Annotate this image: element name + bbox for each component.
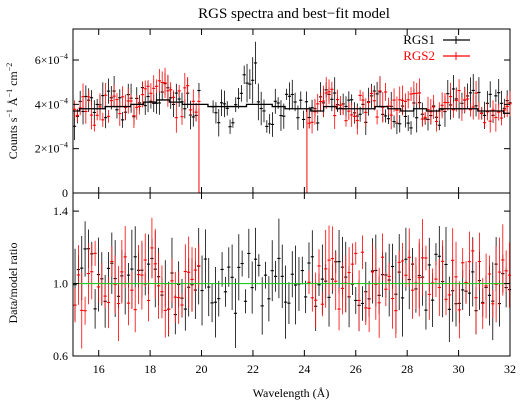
spectrum-panel: 02×10−44×10−46×10−4 Counts s−1 Å−1 cm−2 … [5, 28, 512, 200]
spectrum-plot-area [72, 41, 512, 194]
x-tick-label: 16 [93, 362, 105, 376]
legend-label-rgs2: RGS2 [403, 48, 435, 63]
x-tick-label: 26 [350, 362, 362, 376]
ratio-y-ticks: 0.6 1.0 1.4 [53, 204, 510, 363]
spectrum-y-tick-label: 4×10−4 [35, 96, 68, 111]
spectrum-plot-frame [72, 28, 511, 194]
spectrum-series-rgs2 [72, 67, 512, 135]
spectrum-y-tick-label: 2×10−4 [35, 141, 68, 156]
x-tick-label: 30 [453, 362, 465, 376]
x-tick-label: 28 [401, 362, 413, 376]
ratio-plot-frame [72, 192, 511, 357]
best-fit-model-line [73, 99, 510, 114]
x-tick-label: 32 [504, 362, 516, 376]
ratio-panel: 0.6 1.0 1.4 16 18 20 22 24 26 28 30 32 Data/model … [6, 29, 516, 400]
spectrum-y-axis-label: Counts s−1 Å−1 cm−2 [5, 63, 20, 160]
chart-title: RGS spectra and best−fit model [198, 6, 390, 22]
x-tick-label: 22 [247, 362, 259, 376]
ratio-y-tick-label: 0.6 [53, 349, 68, 363]
spectrum-y-ticks: 0 2×10−4 4×10−4 6×10−4 [35, 52, 510, 200]
x-tick-label: 24 [298, 362, 310, 376]
legend-label-rgs1: RGS1 [403, 32, 435, 47]
legend: RGS1 RGS2 [403, 32, 470, 63]
x-axis-label: Wavelength (Å) [253, 386, 330, 400]
x-tick-label: 18 [144, 362, 156, 376]
ratio-y-tick-label: 1.4 [53, 204, 68, 218]
x-ticks: 16 18 20 22 24 26 28 30 32 [93, 29, 516, 376]
ratio-y-tick-label: 1.0 [53, 277, 68, 291]
spectrum-y-tick-label: 0 [62, 186, 68, 200]
spectrum-y-tick-label: 6×10−4 [35, 52, 68, 67]
ratio-y-axis-label: Data/model ratio [6, 243, 20, 324]
ratio-plot-area [73, 217, 512, 349]
x-tick-label: 20 [196, 362, 208, 376]
rgs2-gap-outline [198, 108, 308, 194]
